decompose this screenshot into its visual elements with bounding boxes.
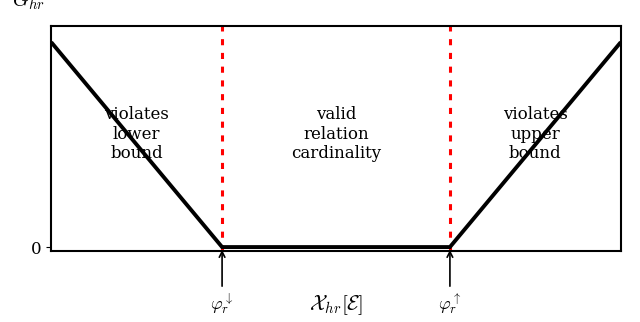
Text: valid
relation
cardinality: valid relation cardinality: [291, 106, 381, 163]
Text: violates
upper
bound: violates upper bound: [503, 106, 568, 163]
Text: $\varphi_r^{\downarrow}$: $\varphi_r^{\downarrow}$: [211, 252, 234, 316]
Text: violates
lower
bound: violates lower bound: [104, 106, 169, 163]
X-axis label: $\mathcal{X}_{hr}[\mathcal{E}]$: $\mathcal{X}_{hr}[\mathcal{E}]$: [309, 293, 363, 317]
Text: $G_{hr}$: $G_{hr}$: [12, 0, 45, 12]
Text: $\varphi_r^{\uparrow}$: $\varphi_r^{\uparrow}$: [438, 252, 461, 316]
